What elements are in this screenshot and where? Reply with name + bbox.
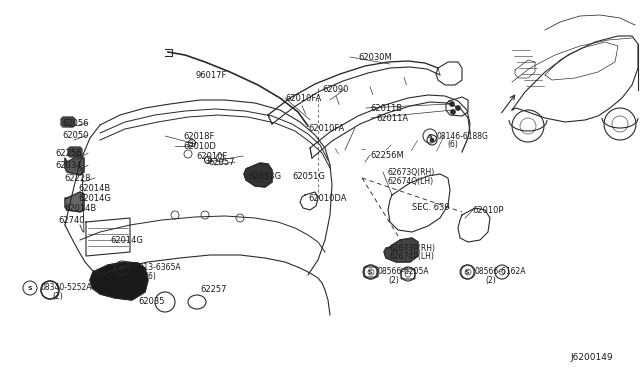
Text: N: N xyxy=(119,266,125,270)
Text: 08566-6205A: 08566-6205A xyxy=(378,267,429,276)
Text: 62010F: 62010F xyxy=(196,151,227,160)
Text: 62018F: 62018F xyxy=(183,131,214,141)
Text: 62011B: 62011B xyxy=(370,103,403,112)
Text: 08913-6365A: 08913-6365A xyxy=(130,263,182,273)
Text: (6): (6) xyxy=(145,272,156,280)
Text: 62050: 62050 xyxy=(62,131,88,140)
Text: 62014G: 62014G xyxy=(110,235,143,244)
Text: 62014B: 62014B xyxy=(64,203,96,212)
Text: 62057: 62057 xyxy=(208,157,234,167)
Circle shape xyxy=(430,138,434,142)
Text: 62256M: 62256M xyxy=(370,151,404,160)
Polygon shape xyxy=(384,238,418,262)
Text: S: S xyxy=(465,269,469,275)
Polygon shape xyxy=(61,117,75,127)
Text: 62010FA: 62010FA xyxy=(308,124,344,132)
Text: (2): (2) xyxy=(388,276,399,285)
Text: 62010D: 62010D xyxy=(183,141,216,151)
Text: 62674Q(LH): 62674Q(LH) xyxy=(388,176,434,186)
Text: 96017F: 96017F xyxy=(195,71,227,80)
Text: 62011A: 62011A xyxy=(376,113,408,122)
Text: S: S xyxy=(368,269,372,275)
Text: 62653G: 62653G xyxy=(248,171,281,180)
Text: 08566-6162A: 08566-6162A xyxy=(475,267,527,276)
Circle shape xyxy=(456,106,461,110)
Text: 62010FA: 62010FA xyxy=(285,93,321,103)
Text: 62674P(LH): 62674P(LH) xyxy=(390,253,435,262)
Text: 62257: 62257 xyxy=(200,285,227,295)
Polygon shape xyxy=(68,147,82,157)
Text: 62051G: 62051G xyxy=(292,171,325,180)
Text: S: S xyxy=(28,285,32,291)
Polygon shape xyxy=(65,192,84,212)
Text: 62673P(RH): 62673P(RH) xyxy=(390,244,436,253)
Polygon shape xyxy=(90,262,148,300)
Circle shape xyxy=(449,102,454,106)
Polygon shape xyxy=(244,163,272,187)
Text: 62256: 62256 xyxy=(55,148,81,157)
Text: 62014B: 62014B xyxy=(78,183,110,192)
Text: (2): (2) xyxy=(52,292,63,301)
Text: 62010DA: 62010DA xyxy=(308,193,346,202)
Text: 62056: 62056 xyxy=(62,119,88,128)
Text: 62010P: 62010P xyxy=(472,205,504,215)
Text: 62740: 62740 xyxy=(58,215,84,224)
Polygon shape xyxy=(65,155,84,175)
Text: (6): (6) xyxy=(447,140,458,148)
Circle shape xyxy=(451,109,456,115)
Text: SEC. 630: SEC. 630 xyxy=(412,202,450,212)
Text: S: S xyxy=(428,134,432,138)
Text: J6200149: J6200149 xyxy=(570,353,612,362)
Text: 08340-5252A: 08340-5252A xyxy=(40,283,92,292)
Text: 62034: 62034 xyxy=(55,160,81,170)
Text: 62035: 62035 xyxy=(138,298,164,307)
Text: 62030M: 62030M xyxy=(358,52,392,61)
Text: (2): (2) xyxy=(485,276,496,285)
Text: 62014G: 62014G xyxy=(78,193,111,202)
Text: 08146-6188G: 08146-6188G xyxy=(437,131,489,141)
Text: 62228: 62228 xyxy=(64,173,90,183)
Text: 62673Q(RH): 62673Q(RH) xyxy=(388,167,435,176)
Text: 62090: 62090 xyxy=(322,84,348,93)
